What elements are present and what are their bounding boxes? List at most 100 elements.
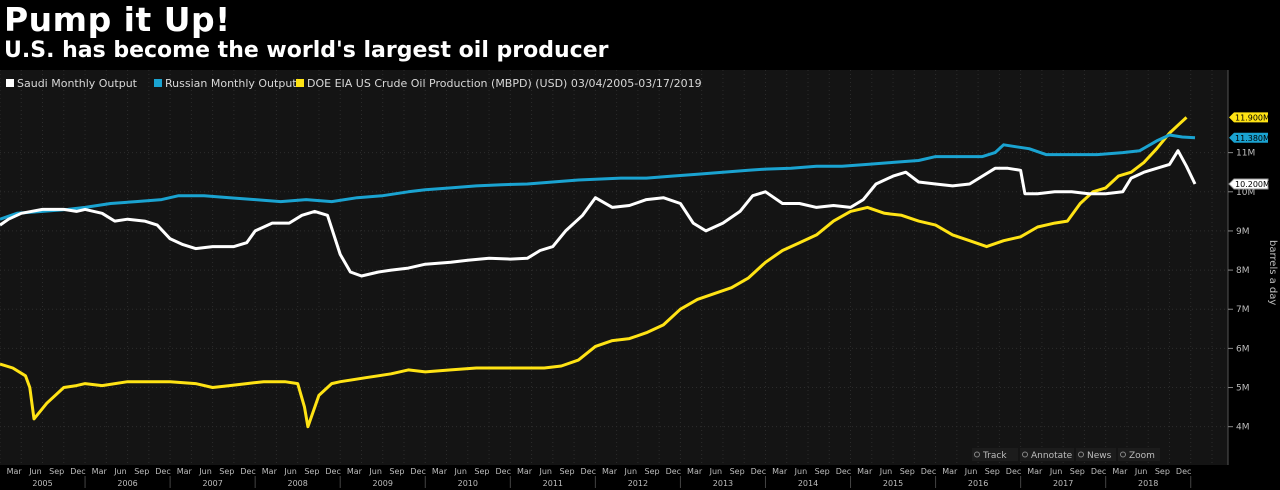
x-tick-label: Mar bbox=[857, 467, 873, 476]
x-tick-label: Jun bbox=[539, 467, 553, 476]
x-tick-label: Sep bbox=[219, 467, 234, 476]
x-tick-label: Jun bbox=[879, 467, 893, 476]
chart[interactable]: Saudi Monthly Output Russian Monthly Outp… bbox=[0, 70, 1280, 490]
y-tick-label: 7M bbox=[1236, 305, 1250, 315]
x-tick-label: Mar bbox=[92, 467, 108, 476]
x-tick-label: Sep bbox=[474, 467, 489, 476]
x-tick-label: Sep bbox=[134, 467, 149, 476]
x-tick-label: Jun bbox=[28, 467, 42, 476]
x-tick-label: Jun bbox=[1049, 467, 1063, 476]
x-tick-label: Jun bbox=[1134, 467, 1148, 476]
x-tick-label: Dec bbox=[240, 467, 255, 476]
x-tick-label: Mar bbox=[432, 467, 448, 476]
y-tick-label: 8M bbox=[1236, 266, 1250, 276]
x-year-label: 2012 bbox=[628, 479, 648, 488]
x-tick-label: Sep bbox=[49, 467, 64, 476]
x-tick-label: Jun bbox=[283, 467, 297, 476]
x-year-label: 2014 bbox=[798, 479, 818, 488]
legend-label-us: DOE EIA US Crude Oil Production (MBPD) (… bbox=[307, 77, 702, 90]
annotate-button[interactable]: Annotate bbox=[1020, 448, 1074, 461]
x-tick-label: Dec bbox=[155, 467, 170, 476]
last-value-label-russia: 11.380M bbox=[1235, 134, 1270, 143]
x-tick-label: Sep bbox=[1155, 467, 1170, 476]
x-year-label: 2006 bbox=[117, 479, 137, 488]
legend-swatch-saudi bbox=[6, 79, 14, 87]
series-line-saudi bbox=[0, 149, 1197, 278]
x-tick-label: Mar bbox=[687, 467, 703, 476]
legend-swatch-russia bbox=[154, 79, 162, 87]
last-value-tag-saudi bbox=[1228, 178, 1269, 190]
x-tick-label: Dec bbox=[581, 467, 596, 476]
x-tick-label: Mar bbox=[262, 467, 278, 476]
crosshair-icon bbox=[974, 451, 980, 458]
x-tick-label: Sep bbox=[1070, 467, 1085, 476]
x-tick-label: Dec bbox=[1006, 467, 1021, 476]
x-year-label: 2018 bbox=[1138, 479, 1158, 488]
last-value-label-us: 11.900M bbox=[1235, 113, 1270, 122]
x-tick-label: Jun bbox=[368, 467, 382, 476]
x-tick-label: Dec bbox=[495, 467, 510, 476]
x-year-label: 2008 bbox=[288, 479, 308, 488]
last-value-tag-russia bbox=[1229, 132, 1268, 143]
x-year-label: 2005 bbox=[32, 479, 52, 488]
series-line-us bbox=[0, 116, 1188, 429]
x-axis-band bbox=[0, 465, 1280, 490]
last-value-label-saudi: 10.200M bbox=[1235, 180, 1270, 189]
x-tick-label: Dec bbox=[751, 467, 766, 476]
x-tick-label: Sep bbox=[559, 467, 574, 476]
x-tick-label: Dec bbox=[70, 467, 85, 476]
y-tick-label: 10M bbox=[1236, 188, 1255, 198]
track-button[interactable]: Track bbox=[972, 448, 1018, 461]
y-tick-label: 6M bbox=[1236, 344, 1250, 354]
x-tick-label: Dec bbox=[1176, 467, 1191, 476]
x-tick-label: Jun bbox=[113, 467, 127, 476]
x-tick-label: Sep bbox=[900, 467, 915, 476]
gridlines bbox=[0, 70, 1228, 465]
x-year-label: 2015 bbox=[883, 479, 903, 488]
magnifier-icon bbox=[1120, 451, 1126, 458]
x-tick-label: Mar bbox=[772, 467, 788, 476]
x-tick-label: Sep bbox=[815, 467, 830, 476]
y-tick-label: 5M bbox=[1236, 384, 1250, 394]
x-tick-label: Sep bbox=[985, 467, 1000, 476]
legend: Saudi Monthly Output Russian Monthly Outp… bbox=[6, 77, 702, 90]
x-year-label: 2010 bbox=[458, 479, 478, 488]
page-subtitle: U.S. has become the world's largest oil … bbox=[4, 38, 609, 63]
x-tick-label: Dec bbox=[1091, 467, 1106, 476]
x-tick-label: Dec bbox=[921, 467, 936, 476]
series-group bbox=[0, 116, 1197, 429]
chart-toolbar: Track Annotate News Zoom bbox=[972, 448, 1160, 461]
x-tick-label: Mar bbox=[1027, 467, 1043, 476]
x-year-label: 2017 bbox=[1053, 479, 1073, 488]
x-tick-label: Jun bbox=[794, 467, 808, 476]
x-tick-label: Dec bbox=[666, 467, 681, 476]
news-button-label: News bbox=[1087, 451, 1112, 461]
plot-area bbox=[0, 70, 1228, 465]
y-axis-label: barrels a day bbox=[1267, 240, 1278, 305]
y-axis: 4M 5M 6M 7M 8M 9M 10M 11M 10.200M 11.380M 11.900M bbox=[1227, 70, 1270, 465]
annotate-button-bg bbox=[1020, 448, 1074, 461]
x-tick-label: Jun bbox=[964, 467, 978, 476]
track-button-bg bbox=[972, 448, 1018, 461]
news-button[interactable]: News bbox=[1076, 448, 1116, 461]
x-tick-label: Mar bbox=[177, 467, 193, 476]
series-line-russia bbox=[0, 133, 1196, 221]
last-value-tag-us bbox=[1229, 112, 1268, 123]
legend-label-saudi: Saudi Monthly Output bbox=[17, 77, 138, 90]
x-tick-label: Sep bbox=[645, 467, 660, 476]
x-tick-label: Jun bbox=[453, 467, 467, 476]
x-tick-label: Sep bbox=[730, 467, 745, 476]
pencil-icon bbox=[1022, 451, 1028, 458]
x-tick-label: Mar bbox=[7, 467, 23, 476]
x-tick-label: Mar bbox=[942, 467, 958, 476]
x-year-label: 2007 bbox=[202, 479, 222, 488]
zoom-button[interactable]: Zoom bbox=[1118, 448, 1160, 461]
x-tick-label: Mar bbox=[602, 467, 618, 476]
x-tick-label: Jun bbox=[198, 467, 212, 476]
annotate-button-label: Annotate bbox=[1031, 451, 1073, 461]
x-year-label: 2011 bbox=[543, 479, 563, 488]
x-tick-label: Dec bbox=[836, 467, 851, 476]
zoom-button-label: Zoom bbox=[1129, 451, 1155, 461]
y-tick-label: 11M bbox=[1236, 149, 1255, 159]
x-tick-label: Jun bbox=[624, 467, 638, 476]
